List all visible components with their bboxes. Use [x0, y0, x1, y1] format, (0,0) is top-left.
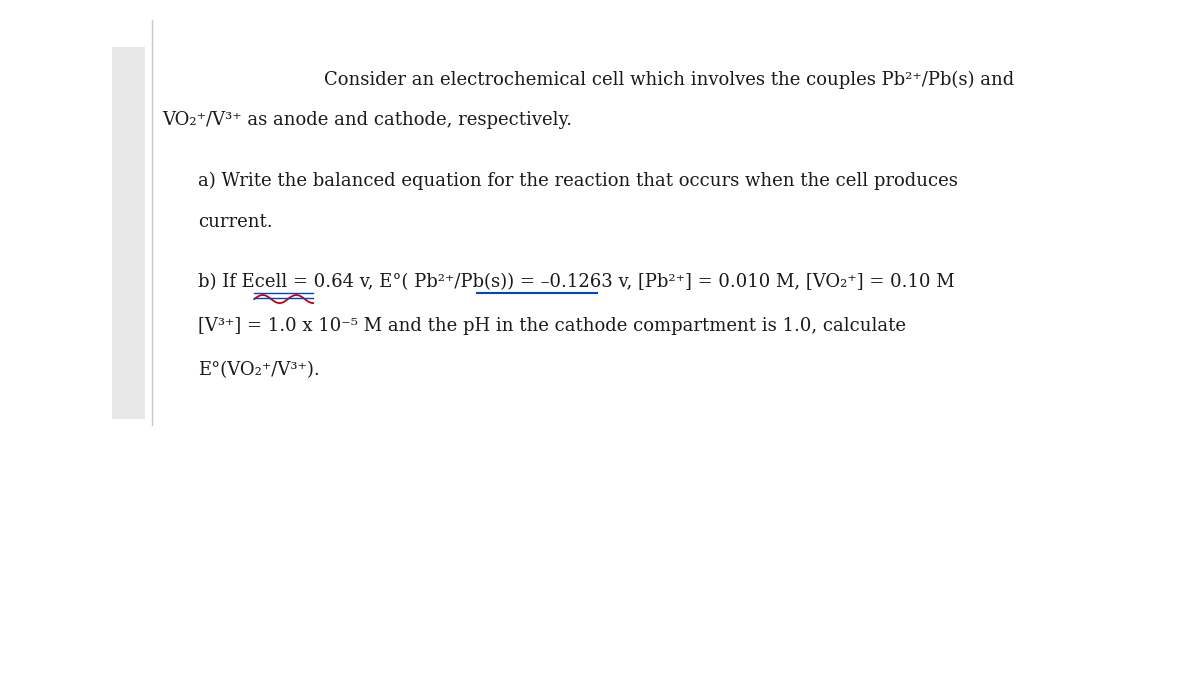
- Text: VO₂⁺/V³⁺ as anode and cathode, respectively.: VO₂⁺/V³⁺ as anode and cathode, respectiv…: [162, 111, 572, 130]
- FancyBboxPatch shape: [112, 47, 145, 419]
- Text: E°(VO₂⁺/V³⁺).: E°(VO₂⁺/V³⁺).: [198, 361, 319, 379]
- Text: Consider an electrochemical cell which involves the couples Pb²⁺/Pb(s) and: Consider an electrochemical cell which i…: [324, 71, 1014, 89]
- Text: current.: current.: [198, 213, 272, 231]
- Text: b) If Ecell = 0.64 v, E°( Pb²⁺/Pb(s)) = –0.1263 v, [Pb²⁺] = 0.010 M, [VO₂⁺] = 0.: b) If Ecell = 0.64 v, E°( Pb²⁺/Pb(s)) = …: [198, 273, 955, 292]
- Text: a) Write the balanced equation for the reaction that occurs when the cell produc: a) Write the balanced equation for the r…: [198, 172, 958, 190]
- Text: [V³⁺] = 1.0 x 10⁻⁵ M and the pH in the cathode compartment is 1.0, calculate: [V³⁺] = 1.0 x 10⁻⁵ M and the pH in the c…: [198, 317, 906, 335]
